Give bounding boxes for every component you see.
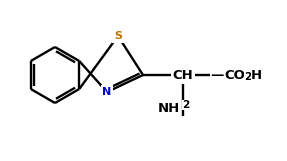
Text: CH: CH bbox=[172, 68, 193, 81]
Text: CO: CO bbox=[224, 68, 245, 81]
Text: H: H bbox=[251, 68, 262, 81]
Text: N: N bbox=[102, 87, 112, 97]
Text: 2: 2 bbox=[182, 100, 189, 110]
Text: S: S bbox=[114, 31, 122, 41]
Text: 2: 2 bbox=[244, 72, 251, 82]
Text: NH: NH bbox=[158, 101, 180, 114]
Text: —: — bbox=[210, 68, 223, 81]
